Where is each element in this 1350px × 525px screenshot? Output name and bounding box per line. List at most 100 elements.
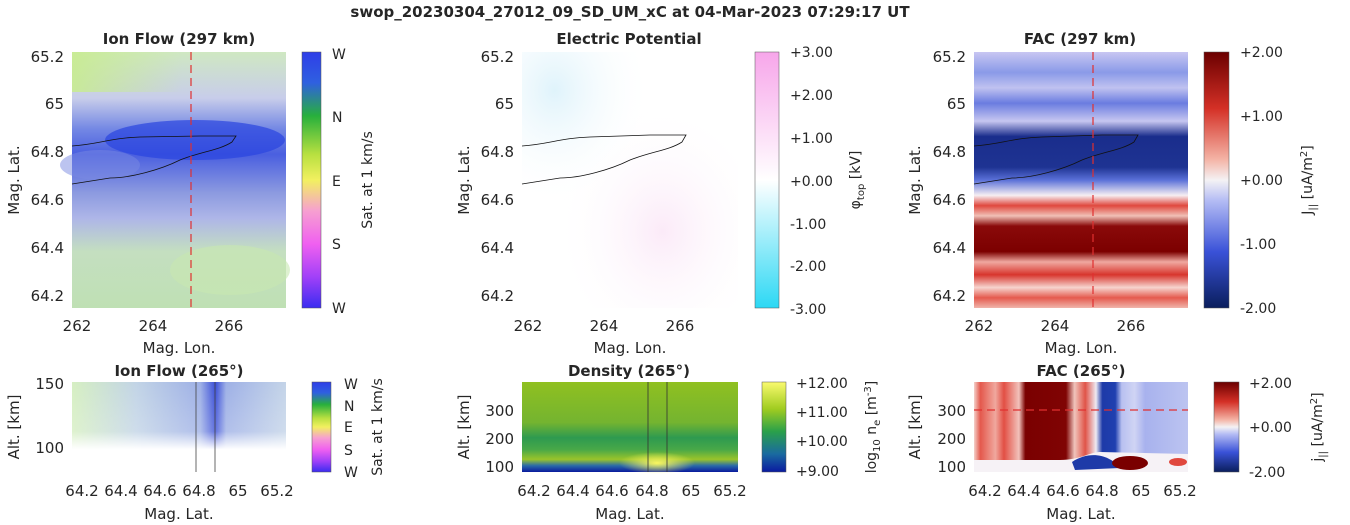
y-tick-label: 65 xyxy=(45,95,64,113)
y-tick-label: 64.4 xyxy=(933,239,966,257)
y-tick-labels: 150 100 xyxy=(35,375,64,457)
panel-electric-potential: Electric Potential 65.2 65 64.8 64.6 64.… xyxy=(455,30,867,357)
y-tick-label: 65 xyxy=(495,95,514,113)
y-tick-label: 100 xyxy=(35,439,64,457)
x-tick-label: 64.8 xyxy=(635,482,668,500)
y-tick-labels: 65.2 65 64.8 64.6 64.4 64.2 xyxy=(481,48,514,305)
x-tick-labels: 64.2 64.4 64.6 64.8 65 65.2 xyxy=(517,482,746,500)
colorbar-tick: -2.00 xyxy=(1249,465,1285,481)
colorbar-label: Sat. at 1 km/s xyxy=(370,378,386,476)
panel-ion-flow-297: Ion Flow (297 km) 65.2 65 64.8 64.6 64.4… xyxy=(5,30,376,357)
x-tick-labels: 64.2 64.4 64.6 64.8 65 65.2 xyxy=(968,482,1196,500)
colorbar-tick-labels: +12.00 +11.00 +10.00 +9.00 xyxy=(796,376,848,480)
colorbar-tick-labels: +3.00 +2.00 +1.00 +0.00 -1.00 -2.00 -3.0… xyxy=(790,45,833,318)
heatmap-image xyxy=(522,52,738,308)
x-tick-label: 64.4 xyxy=(104,482,137,500)
colorbar-tick: +0.00 xyxy=(1240,173,1283,189)
x-tick-label: 65.2 xyxy=(713,482,746,500)
colorbar-tick: S xyxy=(332,237,341,253)
colorbar-tick-labels: W N E S W xyxy=(332,47,346,317)
y-axis-label: Mag. Lat. xyxy=(906,145,924,214)
panel-title: FAC (297 km) xyxy=(1024,30,1136,48)
heatmap-image xyxy=(72,382,286,472)
contour-line xyxy=(521,134,687,185)
x-tick-labels: 262 264 266 xyxy=(63,317,244,335)
x-tick-label: 264 xyxy=(590,317,619,335)
y-axis-label: Alt. [km] xyxy=(906,395,924,460)
colorbar-tick: W xyxy=(332,301,346,317)
y-tick-label: 64.6 xyxy=(481,191,514,209)
colorbar-label: Sat. at 1 km/s xyxy=(360,131,376,229)
colorbar-label: log10 ne [m-3] xyxy=(863,381,883,474)
x-axis-label: Mag. Lon. xyxy=(594,339,667,357)
colorbar-tick: +1.00 xyxy=(1240,109,1283,125)
y-tick-label: 300 xyxy=(937,402,966,420)
y-tick-label: 64.8 xyxy=(31,143,64,161)
colorbar-tick: W xyxy=(332,47,346,63)
colorbar-tick: +2.00 xyxy=(1240,45,1283,61)
x-axis-label: Mag. Lon. xyxy=(143,339,216,357)
panel-fac-265: FAC (265°) 300 200 100 64.2 64.4 64.6 64… xyxy=(906,362,1329,523)
x-tick-label: 64.4 xyxy=(1007,482,1040,500)
y-tick-label: 65 xyxy=(947,95,966,113)
x-tick-label: 266 xyxy=(215,317,244,335)
panel-title: Ion Flow (297 km) xyxy=(103,30,255,48)
y-tick-label: 200 xyxy=(937,430,966,448)
y-tick-label: 65.2 xyxy=(481,48,514,66)
y-tick-label: 64.4 xyxy=(481,239,514,257)
y-tick-label: 64.6 xyxy=(933,191,966,209)
x-tick-label: 262 xyxy=(63,317,92,335)
x-tick-label: 64.2 xyxy=(968,482,1001,500)
y-tick-label: 100 xyxy=(937,458,966,476)
y-axis-label: Alt. [km] xyxy=(5,395,23,460)
panel-title: Density (265°) xyxy=(568,362,690,380)
y-tick-label: 64.2 xyxy=(31,287,64,305)
colorbar-tick: -3.00 xyxy=(790,302,826,318)
heatmap-image xyxy=(974,52,1188,308)
x-tick-labels: 64.2 64.4 64.6 64.8 65 65.2 xyxy=(65,482,293,500)
y-tick-label: 300 xyxy=(485,402,514,420)
colorbar-tick: -1.00 xyxy=(790,217,826,233)
colorbar xyxy=(1203,51,1230,309)
x-tick-label: 64.8 xyxy=(1085,482,1118,500)
colorbar-tick: N xyxy=(344,399,354,415)
x-tick-label: 262 xyxy=(965,317,994,335)
heatmap-image xyxy=(974,382,1188,472)
colorbar-tick: +0.00 xyxy=(790,174,833,190)
colorbar-tick: +12.00 xyxy=(796,376,848,392)
x-tick-label: 266 xyxy=(666,317,695,335)
colorbar-tick: E xyxy=(332,174,341,190)
contour-line xyxy=(71,135,237,185)
colorbar-tick: S xyxy=(344,443,353,459)
figure-suptitle: swop_20230304_27012_09_SD_UM_xC at 04-Ma… xyxy=(350,3,910,21)
colorbar xyxy=(754,51,780,309)
colorbar-tick: -1.00 xyxy=(1240,237,1276,253)
y-tick-label: 64.2 xyxy=(481,287,514,305)
x-tick-label: 64.2 xyxy=(517,482,550,500)
colorbar xyxy=(761,381,787,473)
colorbar-tick: +11.00 xyxy=(796,405,848,421)
panel-ion-flow-265: Ion Flow (265°) 150 100 64.2 64.4 64.6 6… xyxy=(5,362,386,523)
colorbar-tick: +10.00 xyxy=(796,434,848,450)
colorbar-tick-labels: +2.00 +1.00 +0.00 -1.00 -2.00 xyxy=(1240,45,1283,317)
heatmap-image xyxy=(522,382,738,474)
colorbar-label: J|| [uA/m2] xyxy=(1299,145,1319,215)
x-tick-label: 65.2 xyxy=(1163,482,1196,500)
y-tick-label: 64.8 xyxy=(481,143,514,161)
panel-title: Ion Flow (265°) xyxy=(114,362,243,380)
colorbar xyxy=(311,381,332,473)
x-tick-label: 264 xyxy=(139,317,168,335)
colorbar-tick-labels: +2.00 +0.00 -2.00 xyxy=(1249,376,1292,481)
colorbar-tick: N xyxy=(332,110,342,126)
x-tick-label: 64.4 xyxy=(556,482,589,500)
y-tick-label: 100 xyxy=(485,458,514,476)
x-tick-label: 64.6 xyxy=(1046,482,1079,500)
x-tick-label: 262 xyxy=(514,317,543,335)
colorbar-tick: -2.00 xyxy=(790,259,826,275)
panel-density-265: Density (265°) 300 200 100 64.2 64.4 64.… xyxy=(455,362,883,523)
colorbar-tick: +9.00 xyxy=(796,464,839,480)
colorbar-tick: +1.00 xyxy=(790,131,833,147)
x-tick-label: 64.8 xyxy=(182,482,215,500)
x-tick-label: 64.2 xyxy=(65,482,98,500)
y-tick-label: 64.4 xyxy=(31,239,64,257)
